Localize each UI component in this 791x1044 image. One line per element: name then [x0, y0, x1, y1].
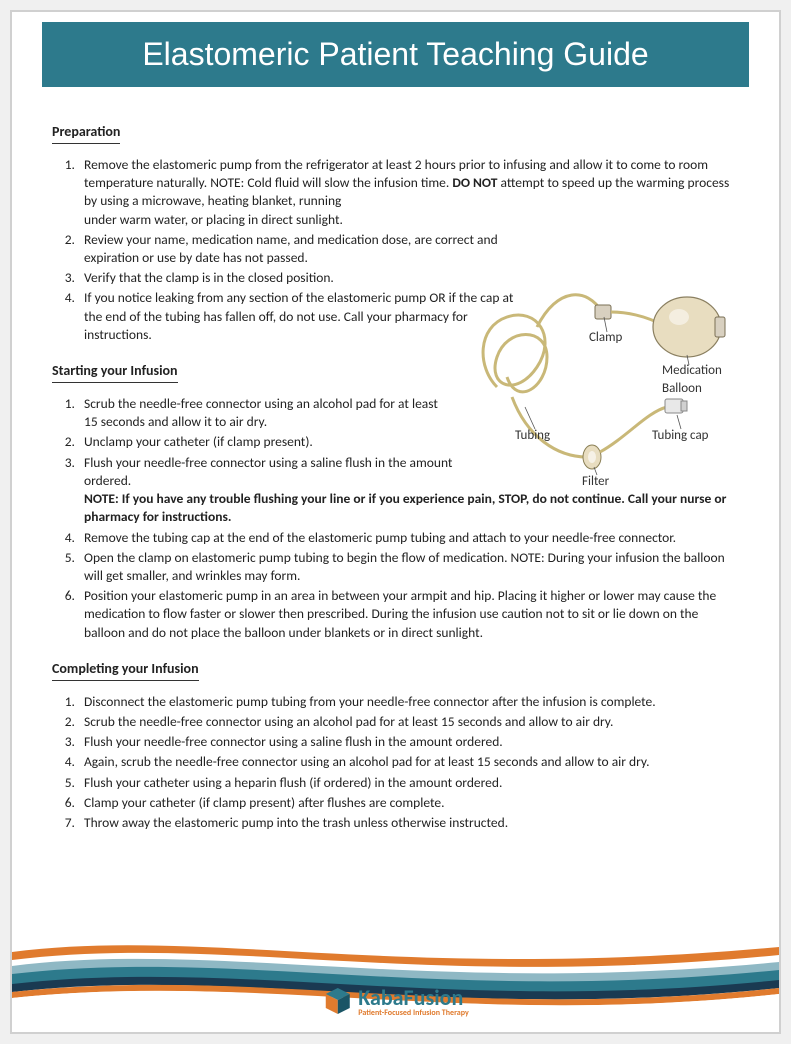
- list-completing: Disconnect the elastomeric pump tubing f…: [52, 693, 739, 833]
- document-title: Elastomeric Patient Teaching Guide: [42, 22, 749, 87]
- list-item: Clamp your catheter (if clamp present) a…: [78, 794, 739, 812]
- label-balloon: Medication Balloon: [662, 362, 742, 397]
- label-filter: Filter: [582, 473, 609, 491]
- list-item: Remove the tubing cap at the end of the …: [78, 529, 739, 547]
- logo-name: KabaFusion: [358, 987, 468, 1009]
- logo-cube-icon: [322, 986, 352, 1018]
- logo-text: KabaFusion Patient-Focused Infusion Ther…: [358, 987, 468, 1017]
- list-item: Flush your needle-free connector using a…: [78, 733, 739, 751]
- list-item: Position your elastomeric pump in an are…: [78, 587, 739, 642]
- label-clamp: Clamp: [589, 329, 622, 347]
- list-item: Throw away the elastomeric pump into the…: [78, 814, 739, 832]
- company-logo: KabaFusion Patient-Focused Infusion Ther…: [322, 986, 468, 1018]
- list-item: Open the clamp on elastomeric pump tubin…: [78, 549, 739, 585]
- section-completing: Completing your Infusion Disconnect the …: [52, 644, 739, 832]
- list-item: Scrub the needle-free connector using an…: [78, 713, 739, 731]
- logo-tagline: Patient-Focused Infusion Therapy: [358, 1009, 468, 1017]
- list-item: Flush your catheter using a heparin flus…: [78, 774, 739, 792]
- content-area: Clamp Medication Balloon Tubing Tubing c…: [12, 87, 779, 832]
- heading-completing: Completing your Infusion: [52, 660, 199, 681]
- pump-diagram: Clamp Medication Balloon Tubing Tubing c…: [457, 257, 737, 517]
- list-item: Remove the elastomeric pump from the ref…: [78, 156, 739, 229]
- label-tubing: Tubing: [515, 427, 550, 445]
- heading-starting: Starting your Infusion: [52, 362, 178, 383]
- heading-preparation: Preparation: [52, 123, 120, 144]
- label-tubing-cap: Tubing cap: [652, 427, 709, 445]
- page: Elastomeric Patient Teaching Guide: [10, 10, 781, 1034]
- list-item: Again, scrub the needle-free connector u…: [78, 753, 739, 771]
- list-item: Disconnect the elastomeric pump tubing f…: [78, 693, 739, 711]
